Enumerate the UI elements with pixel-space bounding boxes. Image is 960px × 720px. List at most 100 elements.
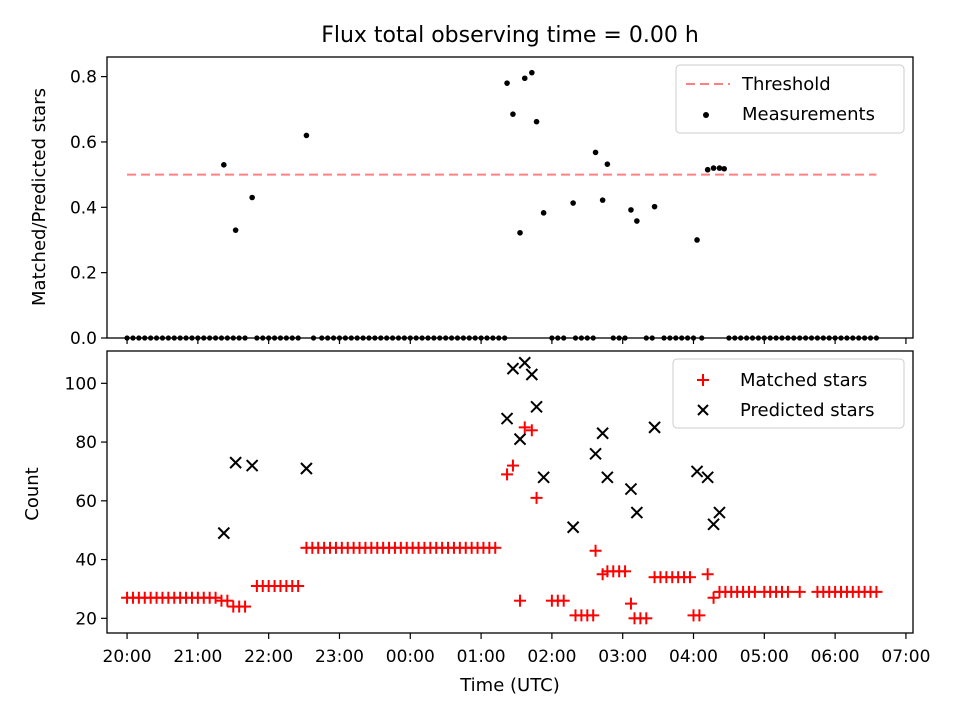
top-plot-frame bbox=[106, 56, 914, 339]
measurement-point bbox=[616, 335, 622, 341]
legend-matched-swatch bbox=[697, 374, 709, 386]
measurement-point bbox=[490, 335, 496, 341]
measurement-point bbox=[578, 335, 584, 341]
measurement-point bbox=[201, 335, 207, 341]
measurement-point bbox=[221, 162, 227, 168]
predicted-star-point bbox=[701, 471, 714, 484]
matched-star-point bbox=[683, 571, 696, 584]
measurement-point bbox=[850, 335, 856, 341]
bottom-x-tick-label: 00:00 bbox=[386, 647, 435, 667]
measurement-point bbox=[303, 132, 310, 139]
predicted-star-point bbox=[707, 518, 720, 531]
measurement-point bbox=[289, 335, 295, 341]
measurement-point bbox=[142, 335, 148, 341]
measurement-point bbox=[517, 229, 523, 236]
measurement-point bbox=[354, 335, 360, 341]
legend-threshold-label: Threshold bbox=[741, 74, 831, 95]
measurement-point bbox=[325, 335, 331, 341]
measurement-point bbox=[504, 80, 510, 86]
measurement-point bbox=[767, 335, 773, 341]
matched-star-point bbox=[870, 585, 883, 598]
matched-stars-layer bbox=[121, 421, 883, 625]
measurement-point bbox=[604, 161, 611, 167]
bottom-y-axis: 20 40 60 80 100 bbox=[65, 374, 107, 629]
measurement-point bbox=[183, 335, 189, 341]
chart-title: Flux total observing time = 0.00 h bbox=[321, 23, 699, 48]
measurement-point bbox=[744, 335, 750, 341]
predicted-star-point bbox=[518, 356, 531, 369]
measurement-point bbox=[136, 335, 142, 341]
bottom-legend-box bbox=[672, 358, 905, 429]
measurement-point bbox=[230, 335, 236, 341]
measurement-point bbox=[862, 335, 868, 341]
measurement-point bbox=[159, 335, 166, 341]
predicted-star-point bbox=[506, 362, 520, 375]
measurement-point bbox=[785, 335, 791, 341]
measurement-point bbox=[721, 165, 727, 172]
matched-star-point bbox=[601, 565, 614, 578]
measurement-point bbox=[779, 335, 785, 341]
measurement-point bbox=[295, 335, 301, 341]
measurement-point bbox=[726, 335, 732, 341]
top-y-axis: 0.0 0.2 0.4 0.6 0.8 bbox=[70, 68, 107, 349]
predicted-star-point bbox=[500, 412, 514, 425]
legend-predicted-label: Predicted stars bbox=[740, 400, 874, 421]
matched-star-point bbox=[209, 591, 222, 604]
measurement-point bbox=[277, 335, 284, 341]
measurement-point bbox=[634, 218, 640, 224]
bottom-x-tick-label: 05:00 bbox=[740, 647, 789, 667]
measurement-point bbox=[529, 69, 535, 76]
measurement-point bbox=[540, 210, 547, 216]
measurement-point bbox=[448, 335, 455, 341]
top-x-tickmarks bbox=[126, 338, 907, 344]
predicted-star-point bbox=[601, 471, 614, 484]
bottom-x-tick-label: 22:00 bbox=[244, 647, 293, 667]
matched-star-point bbox=[713, 585, 726, 598]
matched-star-point bbox=[525, 424, 538, 437]
legend-predicted-swatch bbox=[697, 404, 709, 416]
predicted-star-point bbox=[217, 526, 231, 540]
matched-star-point bbox=[619, 565, 632, 578]
matched-star-point bbox=[514, 594, 527, 607]
measurement-point bbox=[472, 335, 478, 341]
measurement-point bbox=[310, 335, 317, 341]
predicted-star-point bbox=[713, 506, 726, 519]
predicted-star-point bbox=[648, 421, 661, 434]
measurement-point bbox=[599, 197, 606, 203]
top-y-axis-label: Matched/Predicted stars bbox=[29, 88, 50, 306]
measurement-point bbox=[212, 335, 219, 341]
predicted-star-point bbox=[624, 482, 638, 496]
measurement-point bbox=[667, 335, 673, 341]
measurement-point bbox=[844, 335, 850, 341]
bottom-x-tick-label: 03:00 bbox=[598, 647, 647, 667]
measurement-point bbox=[348, 335, 354, 341]
measurement-point bbox=[460, 335, 466, 341]
bottom-x-tick-label: 23:00 bbox=[315, 647, 364, 667]
measurement-point bbox=[437, 335, 443, 341]
measurement-point bbox=[867, 335, 874, 341]
bottom-y-tick-label: 100 bbox=[65, 374, 97, 394]
measurement-point bbox=[189, 335, 195, 341]
measurement-point bbox=[856, 335, 862, 341]
measurement-point bbox=[749, 335, 756, 341]
measurement-point bbox=[443, 335, 449, 341]
bottom-x-tick-label: 06:00 bbox=[811, 647, 860, 667]
measurement-point bbox=[710, 165, 717, 171]
measurement-point bbox=[224, 335, 230, 341]
matched-star-point bbox=[624, 597, 637, 610]
measurement-point bbox=[791, 335, 797, 341]
matched-star-point bbox=[781, 585, 794, 598]
matched-star-point bbox=[587, 609, 600, 622]
measurement-point bbox=[413, 335, 419, 341]
measurement-point bbox=[716, 165, 723, 171]
measurement-point bbox=[153, 335, 160, 341]
bottom-x-tick-label: 01:00 bbox=[457, 647, 506, 667]
measurement-point bbox=[622, 335, 628, 341]
measurement-point bbox=[378, 335, 384, 341]
bottom-legend: Matched stars Predicted stars bbox=[672, 358, 905, 429]
measurement-point bbox=[694, 237, 700, 243]
measurement-point bbox=[510, 111, 516, 117]
matched-star-point bbox=[640, 612, 653, 625]
measurement-point bbox=[330, 335, 337, 341]
measurement-point bbox=[249, 194, 255, 201]
